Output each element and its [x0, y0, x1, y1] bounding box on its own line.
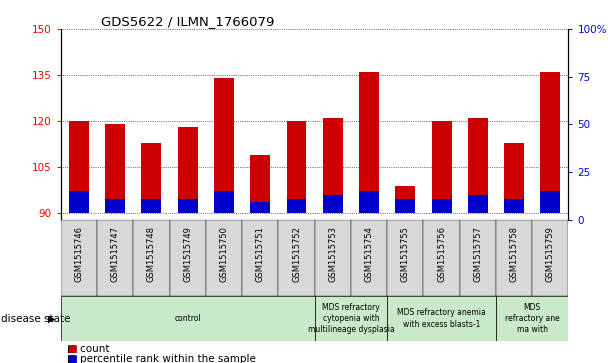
Bar — [178, 199, 198, 213]
Text: MDS refractory anemia
with excess blasts-1: MDS refractory anemia with excess blasts… — [397, 309, 486, 329]
Bar — [323, 118, 343, 213]
Bar — [105, 199, 125, 213]
Text: GSM1515746: GSM1515746 — [74, 226, 83, 282]
Bar — [351, 220, 387, 296]
Bar — [142, 199, 162, 213]
Bar — [504, 143, 524, 213]
Bar — [133, 220, 170, 296]
Bar — [69, 121, 89, 213]
Bar — [178, 127, 198, 213]
Bar — [286, 199, 306, 213]
Bar — [541, 191, 561, 213]
Text: GSM1515755: GSM1515755 — [401, 226, 410, 282]
Bar — [541, 72, 561, 213]
Text: ■ percentile rank within the sample: ■ percentile rank within the sample — [67, 354, 256, 363]
Text: control: control — [174, 314, 201, 323]
Text: GSM1515754: GSM1515754 — [365, 226, 373, 282]
Text: GSM1515757: GSM1515757 — [473, 226, 482, 282]
Bar — [387, 220, 423, 296]
Text: GSM1515759: GSM1515759 — [546, 226, 555, 282]
Text: GDS5622 / ILMN_1766079: GDS5622 / ILMN_1766079 — [102, 15, 275, 28]
Bar — [61, 296, 315, 341]
Bar — [395, 199, 415, 213]
Bar — [97, 220, 133, 296]
Text: GSM1515747: GSM1515747 — [111, 226, 120, 282]
Bar — [504, 199, 524, 213]
Text: GSM1515750: GSM1515750 — [219, 226, 229, 282]
Text: MDS
refractory ane
ma with: MDS refractory ane ma with — [505, 303, 559, 334]
Bar — [468, 118, 488, 213]
Text: disease state: disease state — [1, 314, 70, 323]
Text: GSM1515752: GSM1515752 — [292, 226, 301, 282]
Bar — [496, 296, 568, 341]
Bar — [286, 121, 306, 213]
Bar — [315, 220, 351, 296]
Bar — [278, 220, 315, 296]
Text: ▶: ▶ — [48, 314, 55, 323]
Text: ■: ■ — [67, 344, 77, 354]
Bar — [432, 199, 452, 213]
Text: GSM1515749: GSM1515749 — [183, 226, 192, 282]
Bar — [468, 195, 488, 213]
Bar — [359, 72, 379, 213]
Bar — [206, 220, 242, 296]
Text: GSM1515748: GSM1515748 — [147, 226, 156, 282]
Text: GSM1515758: GSM1515758 — [510, 226, 519, 282]
Bar — [323, 195, 343, 213]
Text: GSM1515756: GSM1515756 — [437, 226, 446, 282]
Bar — [496, 220, 532, 296]
Bar — [105, 124, 125, 213]
Bar — [315, 296, 387, 341]
Text: GSM1515753: GSM1515753 — [328, 226, 337, 282]
Bar — [395, 186, 415, 213]
Text: GSM1515751: GSM1515751 — [256, 226, 264, 282]
Text: ■: ■ — [67, 354, 77, 363]
Bar — [250, 203, 270, 213]
Bar — [214, 78, 234, 213]
Bar — [423, 220, 460, 296]
Bar — [532, 220, 568, 296]
Bar — [387, 296, 496, 341]
Bar — [61, 220, 97, 296]
Bar — [460, 220, 496, 296]
Bar — [69, 191, 89, 213]
Bar — [250, 155, 270, 213]
Text: ■ count: ■ count — [67, 344, 109, 354]
Bar — [242, 220, 278, 296]
Text: MDS refractory
cytopenia with
multilineage dysplasia: MDS refractory cytopenia with multilinea… — [308, 303, 394, 334]
Bar — [359, 191, 379, 213]
Bar — [214, 191, 234, 213]
Bar — [142, 143, 162, 213]
Bar — [170, 220, 206, 296]
Bar — [432, 121, 452, 213]
